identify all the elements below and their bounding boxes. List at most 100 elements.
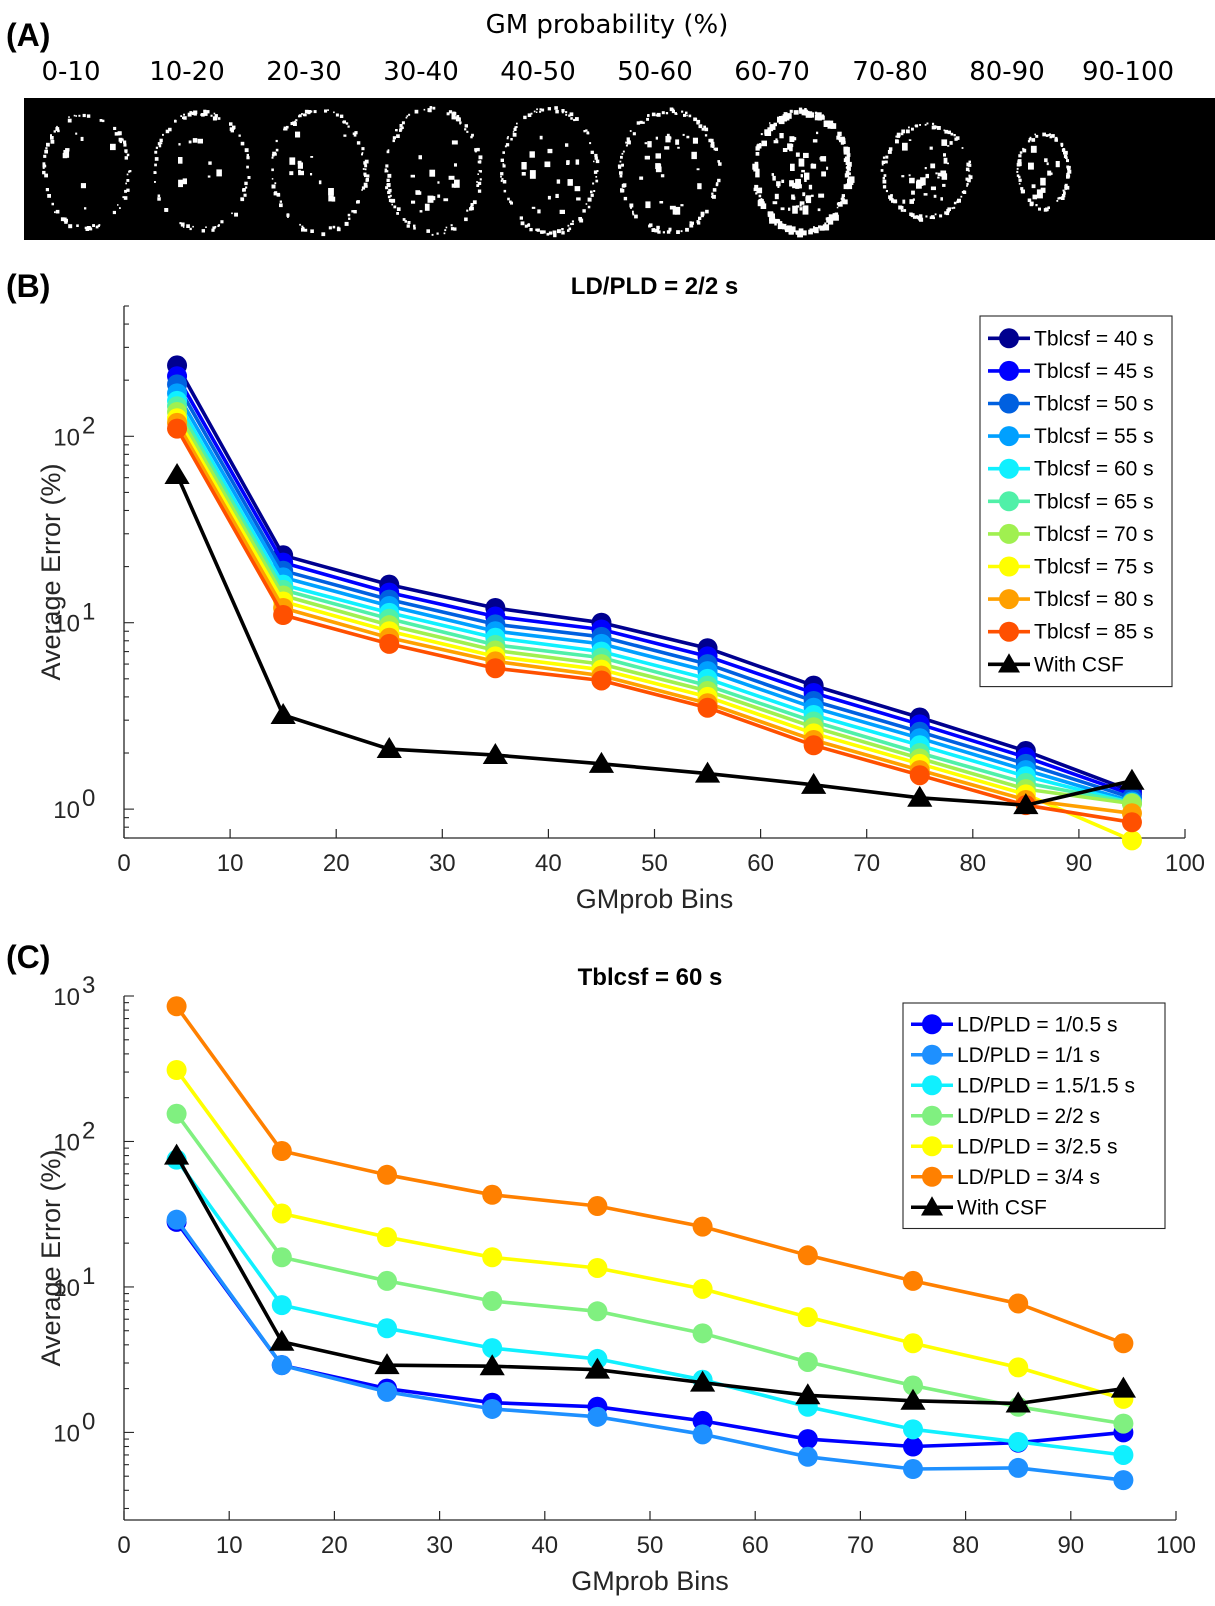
- bin-label: 60-70: [734, 57, 810, 87]
- y-tick-exponent: 3: [82, 972, 95, 999]
- y-tick-exponent: 0: [82, 785, 95, 812]
- legend-entry: Tblcsf = 40 s: [988, 327, 1154, 350]
- data-point: [1005, 1391, 1031, 1413]
- legend-label: LD/PLD = 3/2.5 s: [957, 1135, 1118, 1158]
- data-point: [692, 1278, 713, 1299]
- x-tick-label: 90: [1066, 850, 1093, 877]
- data-point: [1008, 1431, 1029, 1452]
- data-point: [803, 735, 824, 756]
- x-tick-label: 40: [535, 850, 562, 877]
- data-point: [692, 1424, 713, 1445]
- x-tick-label: 50: [637, 1532, 664, 1559]
- data-point: [900, 1388, 926, 1410]
- brain-slice-1: [42, 113, 132, 231]
- legend-entry: LD/PLD = 1.5/1.5 s: [911, 1074, 1135, 1097]
- data-point: [690, 1370, 716, 1392]
- y-tick-label: 10: [53, 424, 80, 451]
- data-point: [697, 697, 718, 718]
- legend-entry: With CSF: [911, 1196, 1047, 1219]
- x-tick-label: 60: [742, 1532, 769, 1559]
- y-tick-label: 10: [53, 1129, 80, 1156]
- y-axis-label: Average Error (%): [36, 463, 66, 680]
- y-tick-label: 10: [53, 797, 80, 824]
- data-point: [377, 1164, 397, 1185]
- legend-entry: Tblcsf = 55 s: [988, 425, 1154, 448]
- x-tick-label: 60: [747, 850, 774, 877]
- data-point: [797, 1245, 818, 1266]
- data-point: [1113, 1470, 1134, 1491]
- legend-marker: [922, 1044, 942, 1065]
- data-point: [903, 1459, 923, 1480]
- brain-slice-6: [617, 107, 722, 234]
- legend-label: With CSF: [957, 1196, 1047, 1219]
- y-axis-label: Average Error (%): [36, 1149, 66, 1366]
- legend-marker: [922, 1075, 942, 1096]
- x-tick-label: 90: [1057, 1532, 1084, 1559]
- series-line: [175, 392, 1133, 804]
- legend-marker: [999, 621, 1019, 642]
- chart-title: Tblcsf = 60 s: [578, 964, 723, 991]
- data-point: [1008, 1357, 1029, 1378]
- legend-entry: LD/PLD = 1/1 s: [911, 1044, 1100, 1067]
- y-tick-exponent: 1: [82, 1263, 95, 1290]
- brain-slice-7: [752, 107, 855, 238]
- x-tick-label: 20: [323, 850, 350, 877]
- y-tick-exponent: 2: [82, 1117, 95, 1144]
- legend-label: LD/PLD = 2/2 s: [957, 1105, 1100, 1128]
- data-point: [1113, 1333, 1134, 1354]
- series-line: [175, 474, 1133, 808]
- data-point: [271, 1295, 292, 1316]
- x-tick-label: 50: [641, 850, 668, 877]
- legend-marker: [999, 328, 1019, 349]
- data-point: [482, 1247, 503, 1268]
- legend: Tblcsf = 40 s Tblcsf = 45 s Tblcsf = 50 s T…: [979, 315, 1173, 688]
- bin-label: 30-40: [383, 57, 459, 87]
- x-tick-label: 40: [531, 1532, 558, 1559]
- data-point: [692, 1216, 713, 1237]
- data-point: [271, 1203, 292, 1224]
- bin-label: 10-20: [149, 57, 225, 87]
- data-point: [1113, 1444, 1134, 1465]
- series-7: [164, 1143, 1136, 1413]
- brain-slice-2: [153, 109, 251, 233]
- data-point: [166, 996, 187, 1017]
- panel-a-bin-labels: 0-10 10-20 20-30 30-40 40-50 50-60 60-70 70-80 8…: [41, 57, 1174, 87]
- data-point: [166, 1103, 187, 1124]
- x-tick-label: 30: [426, 1532, 453, 1559]
- legend-label: Tblcsf = 40 s: [1034, 327, 1154, 350]
- data-point: [485, 658, 506, 679]
- data-point: [271, 1355, 292, 1376]
- y-tick-label: 10: [53, 1420, 80, 1447]
- legend-entry: LD/PLD = 1/0.5 s: [911, 1013, 1118, 1036]
- legend-marker: [922, 1105, 942, 1126]
- x-tick-label: 0: [117, 850, 130, 877]
- x-tick-label: 100: [1165, 850, 1205, 877]
- series-line: [175, 375, 1133, 797]
- legend-entry: Tblcsf = 85 s: [988, 621, 1154, 644]
- series-line: [175, 1112, 1124, 1426]
- bin-label: 80-90: [969, 57, 1045, 87]
- legend-entry: Tblcsf = 60 s: [988, 458, 1154, 481]
- series-6: [166, 996, 1134, 1354]
- data-point: [1008, 1457, 1029, 1478]
- data-point: [797, 1307, 818, 1328]
- panel-a-tag: (A): [6, 17, 50, 53]
- legend-entry: LD/PLD = 3/2.5 s: [911, 1135, 1118, 1158]
- data-point: [377, 1381, 397, 1402]
- x-tick-label: 10: [217, 850, 244, 877]
- data-point: [797, 1429, 818, 1450]
- series-line: [175, 1220, 1124, 1449]
- legend-marker: [999, 426, 1019, 447]
- data-point: [482, 1398, 503, 1419]
- legend-entry: LD/PLD = 3/4 s: [911, 1166, 1100, 1189]
- legend-entry: Tblcsf = 75 s: [988, 556, 1154, 579]
- series-1: [166, 1211, 1134, 1457]
- legend-entry: LD/PLD = 2/2 s: [911, 1105, 1100, 1128]
- data-point: [797, 1446, 818, 1467]
- legend-entry: Tblcsf = 70 s: [988, 523, 1154, 546]
- legend-entry: Tblcsf = 65 s: [988, 490, 1154, 513]
- series-line: [175, 422, 1133, 816]
- legend-marker: [999, 589, 1019, 610]
- legend-label: Tblcsf = 75 s: [1034, 556, 1154, 579]
- data-point: [907, 785, 933, 807]
